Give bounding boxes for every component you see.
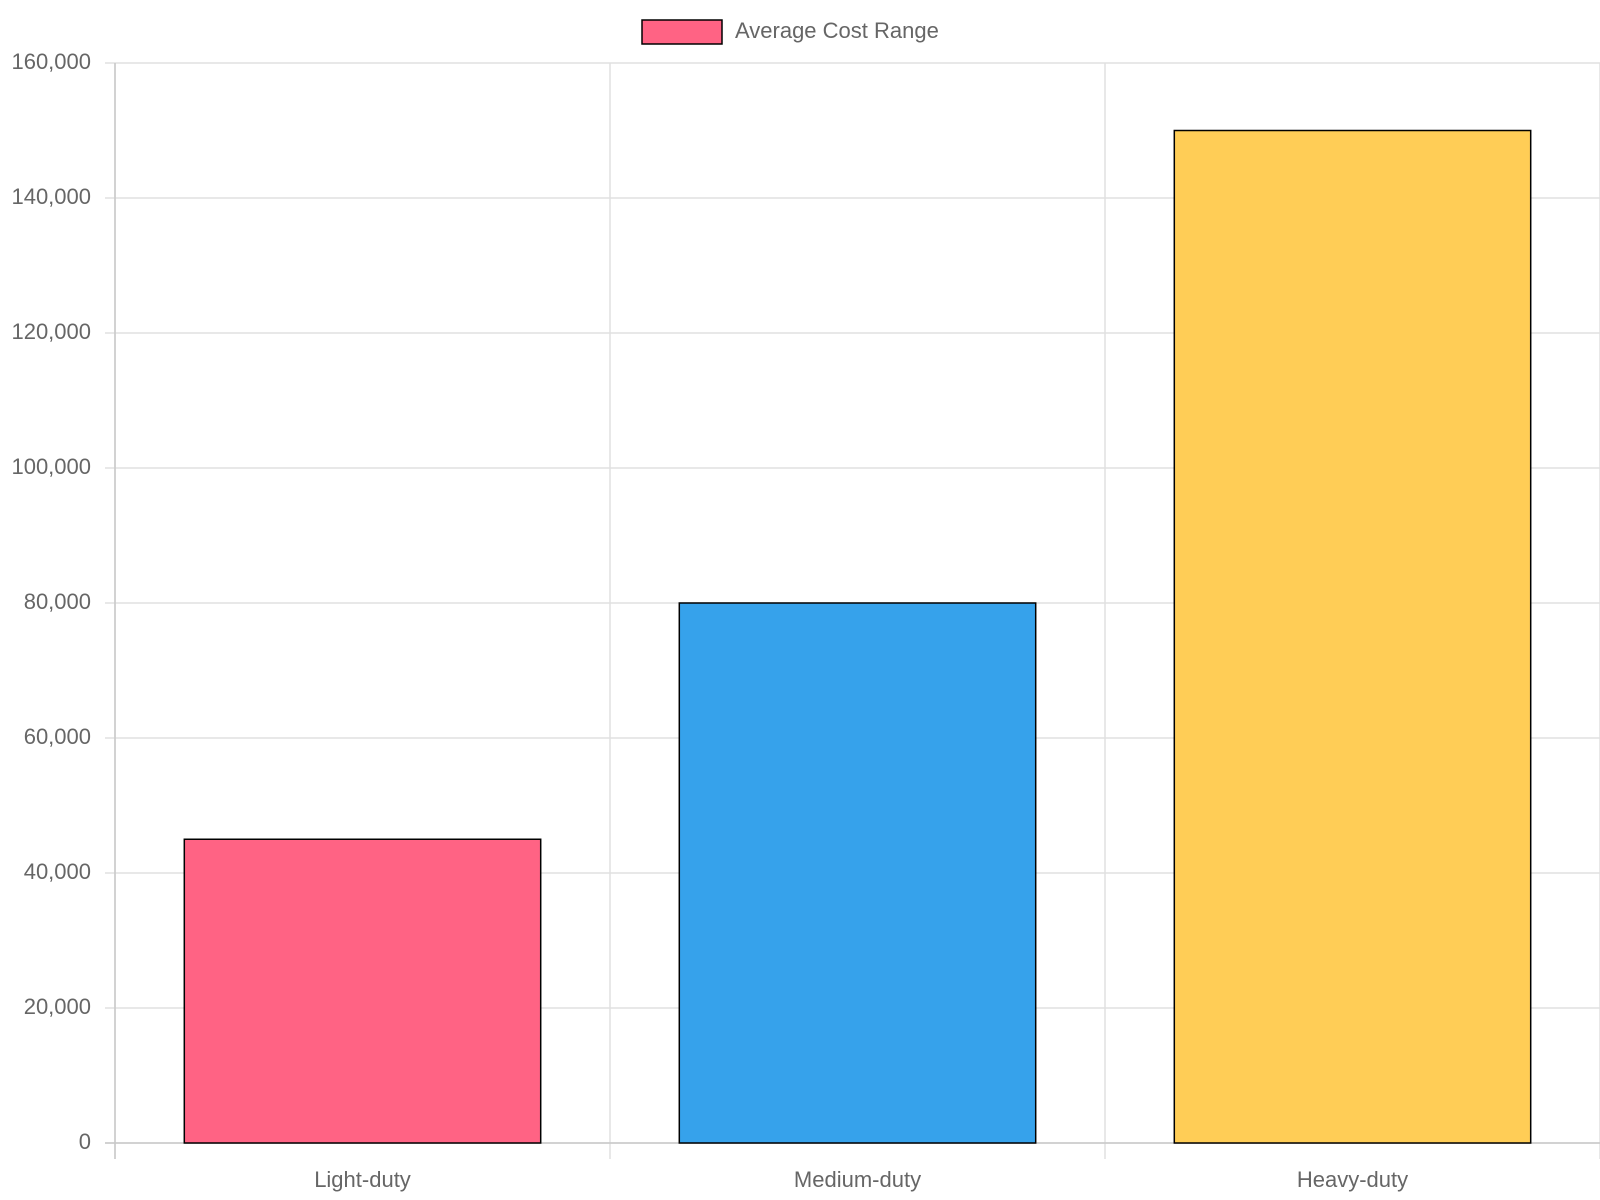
y-tick-label: 160,000 — [11, 49, 91, 74]
y-tick-label: 100,000 — [11, 454, 91, 479]
x-tick-label: Light-duty — [314, 1167, 411, 1192]
x-tick-label: Heavy-duty — [1297, 1167, 1408, 1192]
bar — [1173, 129, 1532, 1144]
y-tick-label: 0 — [79, 1129, 91, 1154]
y-tick-label: 60,000 — [24, 724, 91, 749]
y-tick-label: 40,000 — [24, 859, 91, 884]
y-tick-label: 20,000 — [24, 994, 91, 1019]
legend-swatch — [641, 19, 723, 45]
y-tick-label: 120,000 — [11, 319, 91, 344]
legend-label: Average Cost Range — [735, 18, 939, 43]
y-tick-label: 140,000 — [11, 184, 91, 209]
bar — [183, 838, 542, 1144]
bar — [678, 602, 1037, 1144]
y-tick-label: 80,000 — [24, 589, 91, 614]
x-tick-label: Medium-duty — [794, 1167, 921, 1192]
